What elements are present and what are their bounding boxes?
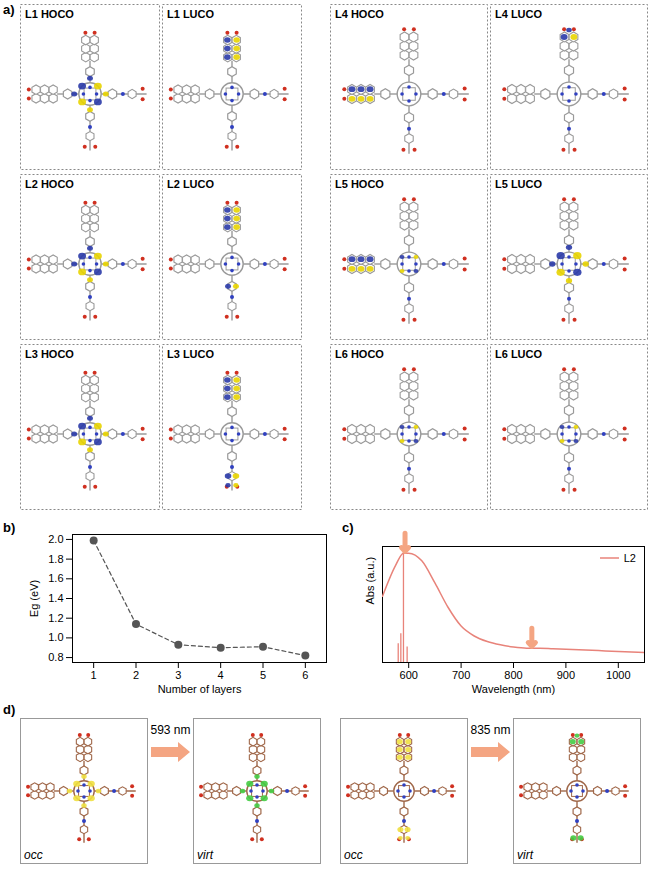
html-text:c): c) (342, 520, 354, 535)
svg-text:Number of layers: Number of layers (158, 683, 242, 695)
svg-text:occ: occ (24, 848, 43, 862)
svg-text:L6 HOCO: L6 HOCO (335, 348, 384, 360)
svg-text:700: 700 (452, 669, 470, 681)
svg-text:2: 2 (133, 669, 139, 681)
svg-text:Abs (a.u.): Abs (a.u.) (364, 557, 376, 605)
svg-text:occ: occ (344, 848, 363, 862)
svg-text:virt: virt (517, 848, 534, 862)
svg-text:1.4: 1.4 (48, 592, 63, 604)
svg-text:virt: virt (197, 848, 214, 862)
svg-text:4: 4 (218, 669, 224, 681)
svg-text:1.8: 1.8 (48, 553, 63, 565)
svg-text:L2 LUCO: L2 LUCO (167, 178, 215, 190)
svg-text:600: 600 (400, 669, 418, 681)
svg-text:L6 LUCO: L6 LUCO (495, 348, 543, 360)
svg-text:L5 HOCO: L5 HOCO (335, 178, 384, 190)
svg-text:L4 HOCO: L4 HOCO (335, 8, 384, 20)
html-text:b): b) (3, 520, 16, 535)
svg-text:L5 LUCO: L5 LUCO (495, 178, 543, 190)
svg-text:L3 HOCO: L3 HOCO (25, 348, 74, 360)
svg-text:5: 5 (260, 669, 266, 681)
svg-text:d): d) (3, 702, 15, 717)
svg-text:0.8: 0.8 (48, 651, 63, 663)
svg-text:6: 6 (302, 669, 308, 681)
svg-text:L3 LUCO: L3 LUCO (167, 348, 215, 360)
svg-text:a): a) (3, 2, 15, 17)
html-text:L2: L2 (623, 552, 636, 564)
svg-text:1: 1 (91, 669, 97, 681)
svg-text:835 nm: 835 nm (470, 723, 510, 737)
svg-text:L1 HOCO: L1 HOCO (25, 8, 74, 20)
svg-text:2.0: 2.0 (48, 533, 63, 545)
svg-text:1.6: 1.6 (48, 572, 63, 584)
svg-text:593 nm: 593 nm (150, 723, 190, 737)
svg-text:1000: 1000 (606, 669, 630, 681)
svg-text:1.0: 1.0 (48, 631, 63, 643)
svg-text:Eg (eV): Eg (eV) (28, 580, 40, 617)
svg-text:3: 3 (175, 669, 181, 681)
svg-text:L2 HOCO: L2 HOCO (25, 178, 74, 190)
svg-text:L4 LUCO: L4 LUCO (495, 8, 543, 20)
svg-text:900: 900 (557, 669, 575, 681)
svg-text:Wavelength (nm): Wavelength (nm) (472, 683, 555, 695)
svg-text:L1 LUCO: L1 LUCO (167, 8, 215, 20)
svg-text:800: 800 (504, 669, 522, 681)
svg-text:1.2: 1.2 (48, 612, 63, 624)
